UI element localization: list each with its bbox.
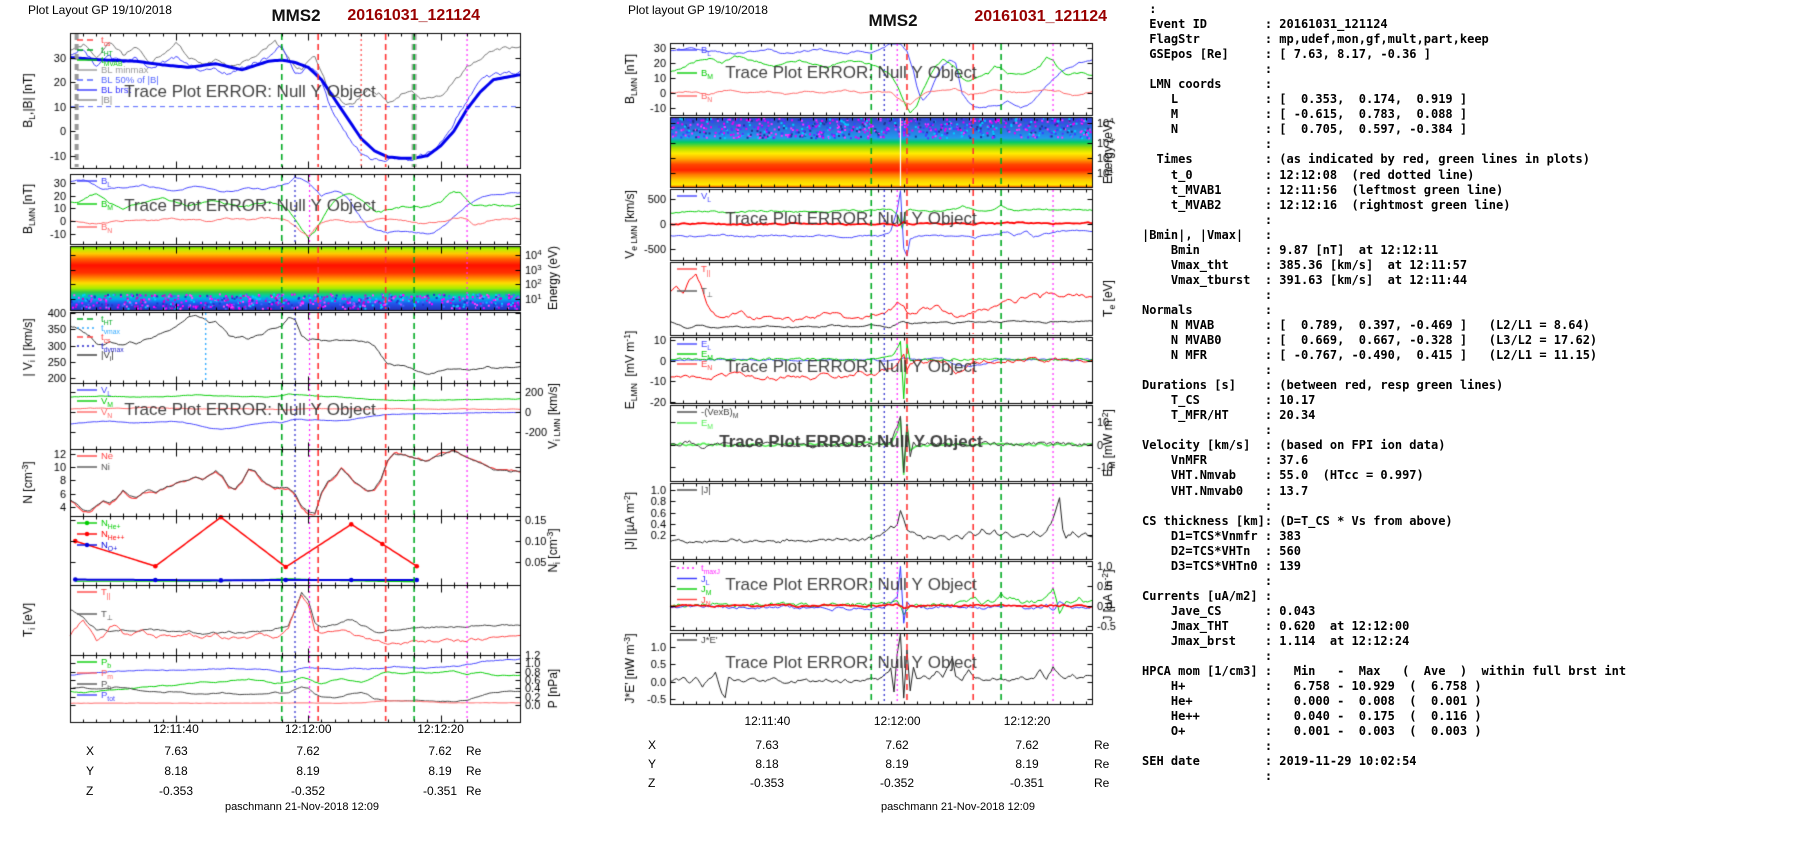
position-value: 7.62: [296, 744, 320, 758]
position-value: 8.18: [755, 757, 779, 771]
position-row-label: Y: [648, 757, 657, 771]
position-unit: Re: [1094, 738, 1110, 752]
position-value: 7.63: [755, 738, 779, 752]
time-tick-label: 12:12:20: [417, 722, 464, 736]
position-value: -0.353: [158, 784, 194, 798]
time-tick-label: 12:12:00: [284, 722, 332, 736]
position-row-label: Z: [648, 776, 656, 790]
position-row-label: X: [86, 744, 95, 758]
position-row-label: Y: [86, 764, 95, 778]
position-unit: Re: [466, 784, 482, 798]
time-tick-label: 12:12:00: [873, 714, 921, 728]
position-value: 8.19: [428, 764, 452, 778]
time-tick-label: 12:12:20: [1003, 714, 1051, 728]
info-panel: : Event ID : 20161031_121124 FlagStr : m…: [1142, 2, 1627, 784]
credit-footer-middle: paschmann 21-Nov-2018 12:09: [880, 801, 1036, 813]
position-value: 7.62: [1015, 738, 1039, 752]
event-id-middle: 20161031_121124: [974, 8, 1107, 25]
plots-canvas: [0, 0, 1140, 841]
position-value: -0.351: [1009, 776, 1045, 790]
layout-label-left: Plot Layout GP 19/10/2018: [28, 3, 172, 17]
position-value: 8.19: [296, 764, 320, 778]
layout-label-middle: Plot layout GP 19/10/2018: [628, 3, 768, 17]
plot-title-left: MMS2: [271, 6, 321, 25]
position-unit: Re: [466, 764, 482, 778]
position-row-label: Z: [86, 784, 94, 798]
position-value: 8.19: [1015, 757, 1039, 771]
position-value: 8.18: [164, 764, 188, 778]
position-value: -0.352: [879, 776, 915, 790]
position-value: -0.351: [422, 784, 458, 798]
credit-footer-left: paschmann 21-Nov-2018 12:09: [224, 801, 380, 813]
time-tick-label: 12:11:40: [744, 714, 791, 728]
position-unit: Re: [1094, 776, 1110, 790]
position-unit: Re: [1094, 757, 1110, 771]
plot-title-middle: MMS2: [868, 11, 918, 30]
position-value: -0.352: [290, 784, 326, 798]
position-value: -0.353: [749, 776, 785, 790]
position-unit: Re: [466, 744, 482, 758]
time-tick-label: 12:11:40: [152, 722, 199, 736]
position-value: 8.19: [885, 757, 909, 771]
position-row-label: X: [648, 738, 657, 752]
position-value: 7.62: [428, 744, 452, 758]
position-value: 7.62: [885, 738, 909, 752]
position-value: 7.63: [164, 744, 188, 758]
event-id-left: 20161031_121124: [347, 7, 480, 24]
